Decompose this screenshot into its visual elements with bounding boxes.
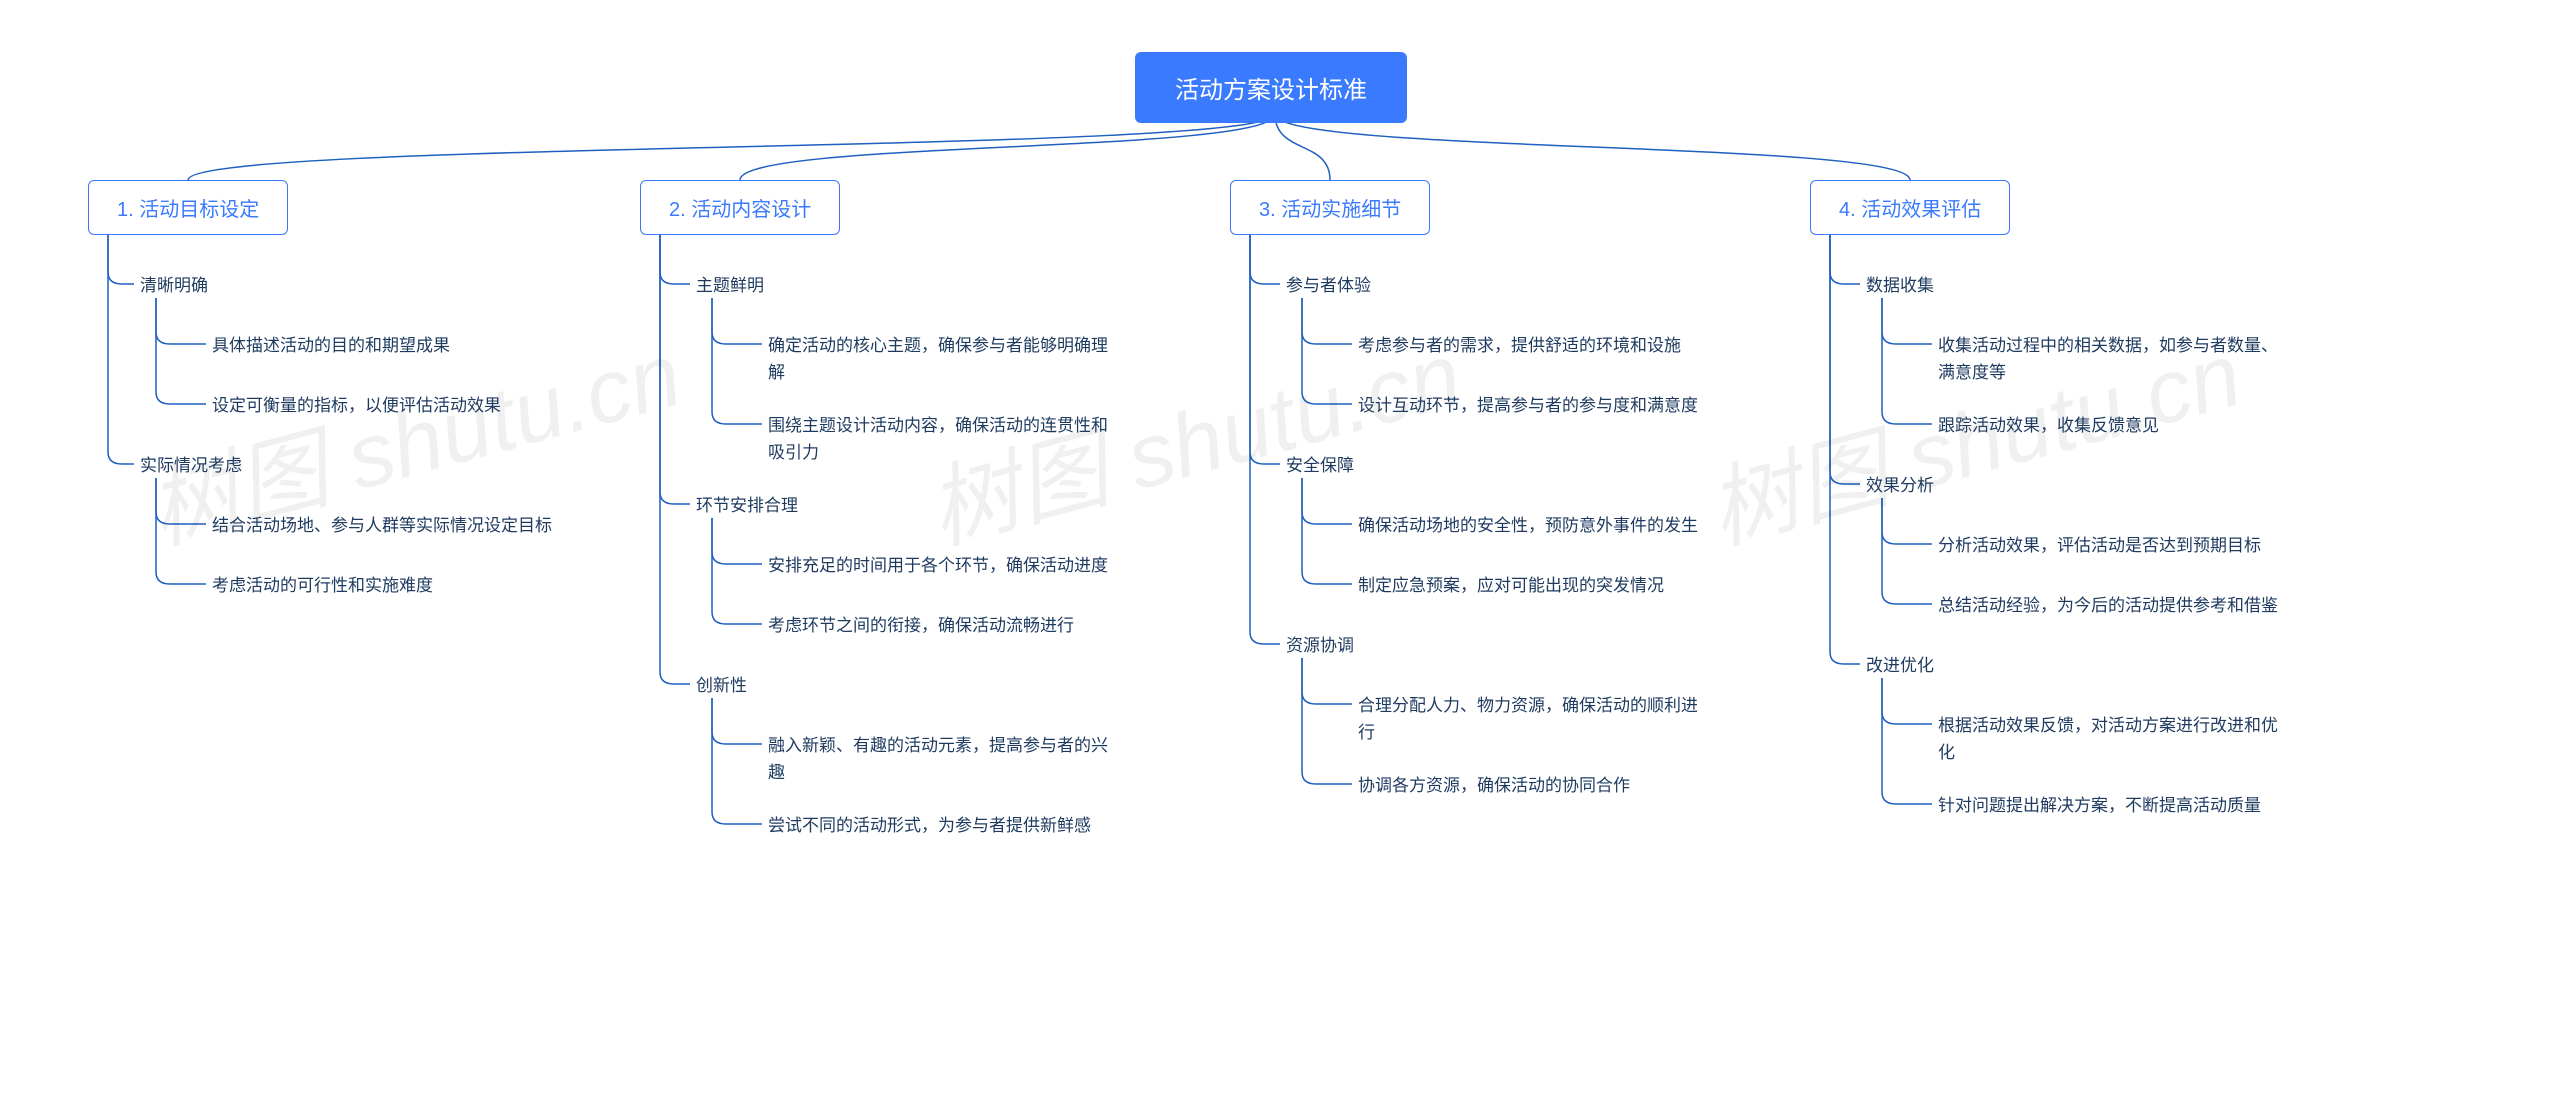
sub-node[interactable]: 安全保障 (1286, 452, 1354, 479)
leaf-node: 设计互动环节，提高参与者的参与度和满意度 (1358, 392, 1698, 419)
leaf-node: 考虑参与者的需求，提供舒适的环境和设施 (1358, 332, 1681, 359)
leaf-node: 考虑活动的可行性和实施难度 (212, 572, 433, 599)
leaf-node: 跟踪活动效果，收集反馈意见 (1938, 412, 2159, 439)
sub-node[interactable]: 效果分析 (1866, 472, 1934, 499)
leaf-node: 协调各方资源，确保活动的协同合作 (1358, 772, 1630, 799)
leaf-node: 合理分配人力、物力资源，确保活动的顺利进行 (1358, 692, 1698, 746)
sub-node[interactable]: 改进优化 (1866, 652, 1934, 679)
branch-node[interactable]: 4. 活动效果评估 (1810, 180, 2010, 235)
leaf-node: 收集活动过程中的相关数据，如参与者数量、满意度等 (1938, 332, 2278, 386)
leaf-node: 考虑环节之间的衔接，确保活动流畅进行 (768, 612, 1074, 639)
leaf-node: 分析活动效果，评估活动是否达到预期目标 (1938, 532, 2261, 559)
sub-node[interactable]: 实际情况考虑 (140, 452, 242, 479)
sub-node[interactable]: 参与者体验 (1286, 272, 1371, 299)
branch-node[interactable]: 1. 活动目标设定 (88, 180, 288, 235)
leaf-node: 针对问题提出解决方案，不断提高活动质量 (1938, 792, 2261, 819)
sub-node[interactable]: 数据收集 (1866, 272, 1934, 299)
leaf-node: 安排充足的时间用于各个环节，确保活动进度 (768, 552, 1108, 579)
leaf-node: 确定活动的核心主题，确保参与者能够明确理解 (768, 332, 1108, 386)
branch-node[interactable]: 3. 活动实施细节 (1230, 180, 1430, 235)
leaf-node: 总结活动经验，为今后的活动提供参考和借鉴 (1938, 592, 2278, 619)
leaf-node: 制定应急预案，应对可能出现的突发情况 (1358, 572, 1664, 599)
leaf-node: 围绕主题设计活动内容，确保活动的连贯性和吸引力 (768, 412, 1108, 466)
leaf-node: 设定可衡量的指标，以便评估活动效果 (212, 392, 501, 419)
leaf-node: 确保活动场地的安全性，预防意外事件的发生 (1358, 512, 1698, 539)
branch-node[interactable]: 2. 活动内容设计 (640, 180, 840, 235)
sub-node[interactable]: 主题鲜明 (696, 272, 764, 299)
sub-node[interactable]: 创新性 (696, 672, 747, 699)
sub-node[interactable]: 环节安排合理 (696, 492, 798, 519)
sub-node[interactable]: 清晰明确 (140, 272, 208, 299)
leaf-node: 尝试不同的活动形式，为参与者提供新鲜感 (768, 812, 1091, 839)
root-node[interactable]: 活动方案设计标准 (1135, 52, 1407, 123)
leaf-node: 融入新颖、有趣的活动元素，提高参与者的兴趣 (768, 732, 1108, 786)
sub-node[interactable]: 资源协调 (1286, 632, 1354, 659)
leaf-node: 具体描述活动的目的和期望成果 (212, 332, 450, 359)
leaf-node: 结合活动场地、参与人群等实际情况设定目标 (212, 512, 552, 539)
leaf-node: 根据活动效果反馈，对活动方案进行改进和优化 (1938, 712, 2278, 766)
